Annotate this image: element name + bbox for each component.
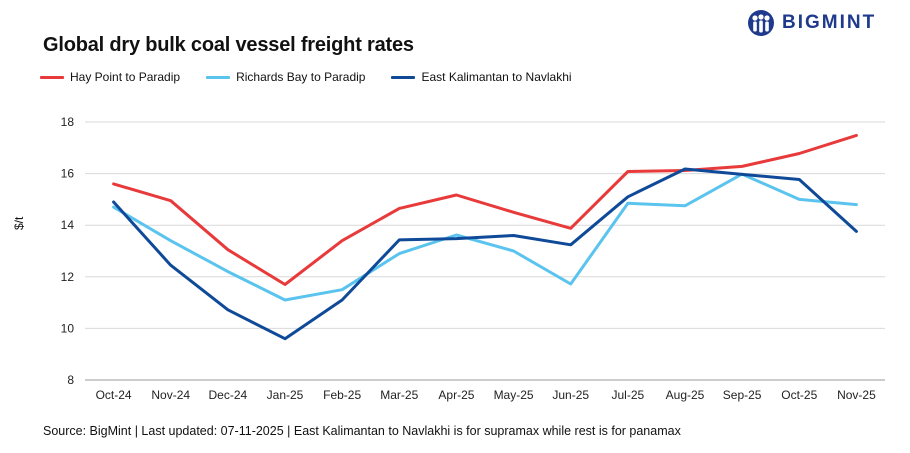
x-tick-label: Dec-24 (209, 388, 248, 402)
legend-swatch (206, 75, 231, 79)
legend-label: Richards Bay to Paradip (236, 70, 366, 84)
bigmint-logo: BIGMINT (746, 9, 876, 37)
logo-text: BIGMINT (782, 12, 877, 33)
x-tick-label: Jul-25 (612, 388, 645, 402)
people-emblem-icon (748, 10, 774, 36)
source-note: Source: BigMint | Last updated: 07-11-20… (43, 424, 681, 438)
chart-title: Global dry bulk coal vessel freight rate… (43, 34, 414, 56)
y-tick-label: 10 (61, 321, 75, 335)
series-line-0 (112, 133, 858, 286)
x-tick-label: Mar-25 (380, 388, 418, 402)
x-tick-label: May-25 (494, 388, 534, 402)
y-tick-label: 12 (61, 270, 75, 284)
legend-label: East Kalimantan to Navlakhi (421, 70, 572, 84)
y-tick-label: 16 (61, 167, 75, 181)
legend-swatch (40, 75, 64, 79)
x-tick-label: Sep-25 (723, 388, 762, 402)
legend: Hay Point to Paradip Richards Bay to Par… (40, 70, 598, 84)
legend-item-hay-point: Hay Point to Paradip (40, 70, 180, 84)
x-tick-label: Jan-25 (267, 388, 304, 402)
y-tick-label: 14 (61, 218, 75, 232)
x-tick-label: Nov-25 (837, 388, 876, 402)
x-tick-label: Nov-24 (151, 388, 190, 402)
x-tick-label: Aug-25 (666, 388, 705, 402)
x-tick-label: Jun-25 (552, 388, 589, 402)
x-tick-label: Apr-25 (438, 388, 474, 402)
y-tick-label: 8 (67, 373, 74, 387)
x-tick-label: Feb-25 (323, 388, 361, 402)
y-tick-label: 18 (61, 115, 75, 129)
series-line-1 (112, 172, 858, 302)
legend-swatch (391, 75, 416, 79)
legend-item-east-kalimantan: East Kalimantan to Navlakhi (391, 70, 572, 84)
series-line-2 (112, 167, 858, 341)
legend-item-richards-bay: Richards Bay to Paradip (206, 70, 365, 84)
x-tick-label: Oct-24 (96, 388, 132, 402)
x-tick-label: Oct-25 (781, 388, 817, 402)
legend-label: Hay Point to Paradip (70, 70, 181, 84)
